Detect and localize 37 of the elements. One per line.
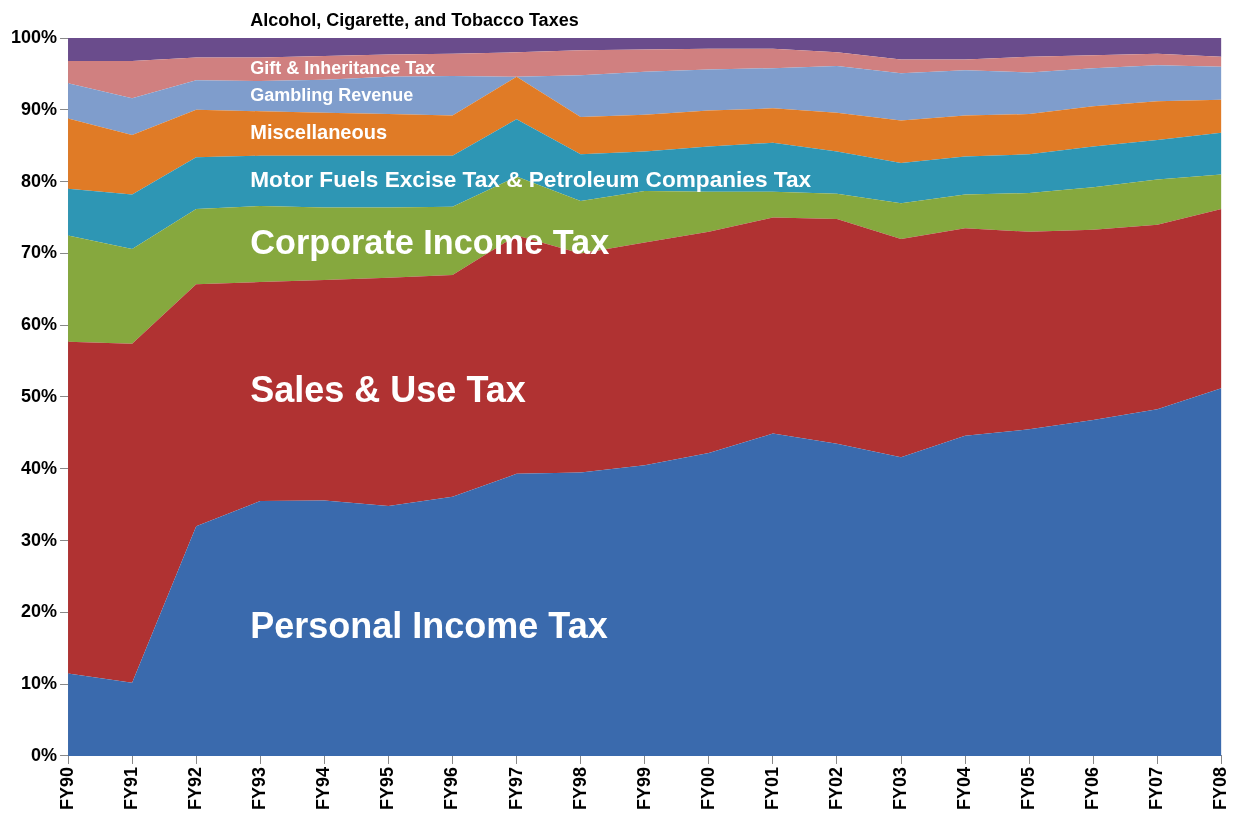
y-tick-label: 40% xyxy=(21,457,58,478)
x-tick-label: FY90 xyxy=(57,766,78,811)
x-tick-label: FY91 xyxy=(121,766,142,811)
series-label: Corporate Income Tax xyxy=(250,222,610,261)
y-tick-label: 0% xyxy=(31,744,58,765)
x-tick-label: FY98 xyxy=(569,766,590,811)
y-tick-label: 50% xyxy=(21,385,58,406)
x-tick-label: FY05 xyxy=(1018,766,1039,811)
x-tick-label: FY01 xyxy=(761,766,782,811)
x-tick-label: FY08 xyxy=(1210,766,1231,811)
x-tick-label: FY96 xyxy=(441,766,462,811)
series-label: Miscellaneous xyxy=(250,121,388,144)
series-label: Gift & Inheritance Tax xyxy=(250,58,435,79)
y-tick-label: 100% xyxy=(10,26,58,47)
x-tick-label: FY99 xyxy=(633,766,654,811)
x-tick-label: FY92 xyxy=(185,766,206,811)
y-tick-label: 90% xyxy=(21,98,58,119)
series-label: Gambling Revenue xyxy=(250,85,414,106)
x-tick-label: FY06 xyxy=(1082,766,1103,811)
x-tick-label: FY94 xyxy=(313,766,334,811)
x-tick-label: FY04 xyxy=(954,766,975,811)
x-tick-label: FY07 xyxy=(1146,766,1167,811)
x-tick-label: FY03 xyxy=(889,766,910,811)
series-label: Sales & Use Tax xyxy=(250,368,526,410)
y-tick-label: 10% xyxy=(21,673,58,694)
y-tick-label: 80% xyxy=(21,170,58,191)
x-tick-label: FY02 xyxy=(825,766,846,811)
y-tick-label: 30% xyxy=(21,529,58,550)
y-tick-label: 60% xyxy=(21,314,58,335)
series-label: Alcohol, Cigarette, and Tobacco Taxes xyxy=(250,9,579,30)
x-tick-label: FY93 xyxy=(249,766,270,811)
series-label: Personal Income Tax xyxy=(250,605,608,647)
x-tick-label: FY95 xyxy=(377,766,398,811)
y-tick-label: 70% xyxy=(21,242,58,263)
y-tick-label: 20% xyxy=(21,601,58,622)
x-tick-label: FY00 xyxy=(697,766,718,811)
x-tick-label: FY97 xyxy=(505,766,526,811)
